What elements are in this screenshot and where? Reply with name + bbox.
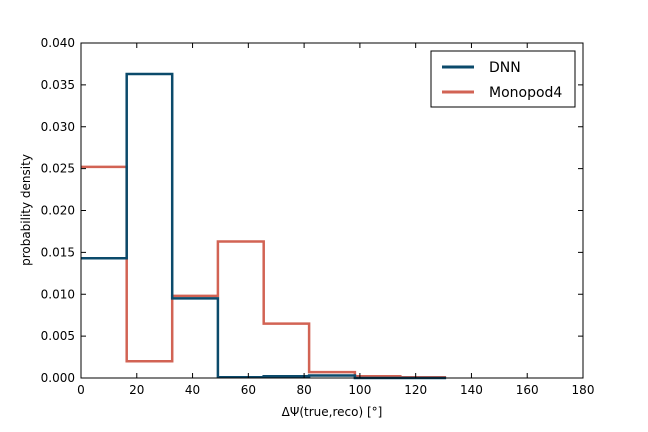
y-tick-label: 0.035 (41, 78, 75, 92)
x-tick-label: 60 (241, 383, 256, 397)
y-tick-label: 0.020 (41, 204, 75, 218)
legend-label-monopod4: Monopod4 (489, 85, 562, 101)
y-tick-label: 0.040 (41, 36, 75, 50)
x-tick-label: 100 (348, 383, 371, 397)
series-layer (81, 72, 447, 380)
x-axis-label: ΔΨ(true,reco) [°] (282, 405, 383, 419)
y-tick-label: 0.000 (41, 371, 75, 385)
y-tick-label: 0.030 (41, 120, 75, 134)
y-tick-label: 0.025 (41, 162, 75, 176)
legend-box (430, 50, 576, 108)
legend: DNN Monopod4 (430, 50, 576, 108)
x-tick-label: 160 (516, 383, 539, 397)
x-tick-label: 80 (296, 383, 311, 397)
x-tick-label: 120 (404, 383, 427, 397)
x-tick-label: 20 (129, 383, 144, 397)
x-axis: 0 20 40 60 80 100 120 140 160 180 (77, 43, 594, 397)
x-tick-label: 40 (185, 383, 200, 397)
y-tick-label: 0.015 (41, 245, 75, 259)
legend-label-dnn: DNN (489, 60, 521, 76)
x-tick-label: 180 (572, 383, 595, 397)
y-axis: 0.000 0.005 0.010 0.015 0.020 0.025 0.030 0.035… (41, 36, 583, 385)
x-tick-label: 140 (460, 383, 483, 397)
series-dnn-step (81, 72, 447, 380)
y-axis-label: probability density (19, 154, 33, 266)
y-tick-label: 0.010 (41, 287, 75, 301)
x-tick-label: 0 (77, 383, 85, 397)
series-monopod4-step (81, 165, 447, 379)
y-tick-label: 0.005 (41, 329, 75, 343)
